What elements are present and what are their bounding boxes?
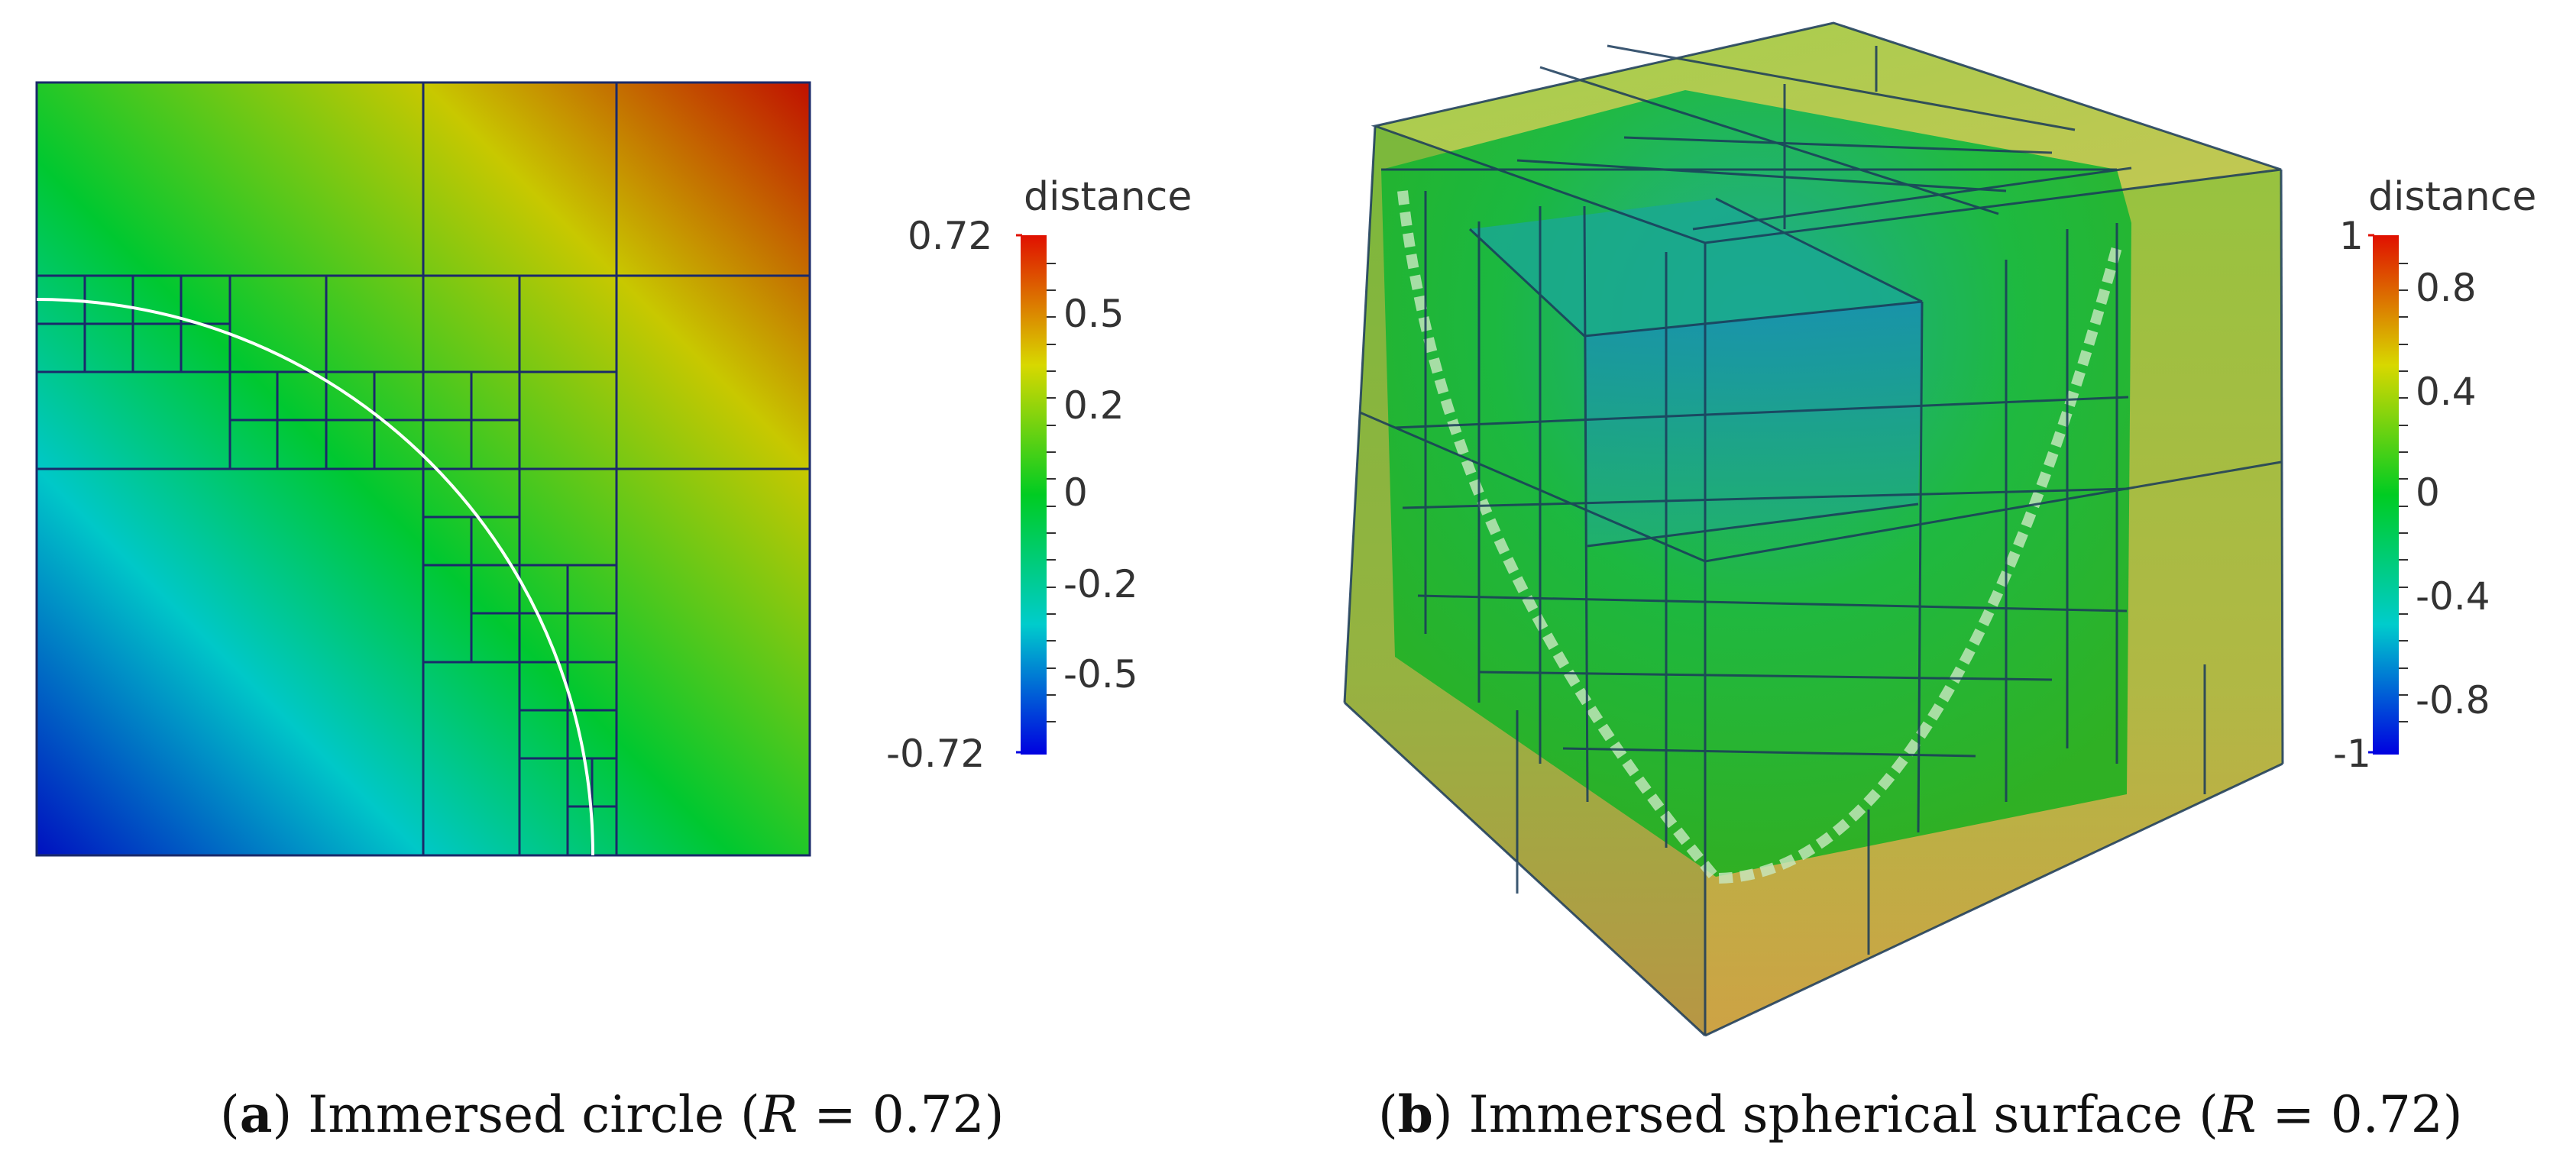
caption-text: = 0.72) bbox=[798, 1085, 1005, 1144]
colorbar-tick: -0.4 bbox=[2416, 574, 2490, 619]
inner-top-block bbox=[1470, 199, 1922, 336]
colorbar-min-label: -1 bbox=[2333, 732, 2371, 776]
caption-text: Immersed circle ( bbox=[292, 1085, 760, 1144]
colorbar-tick: 0.4 bbox=[2416, 370, 2477, 414]
quadtree-plot bbox=[35, 81, 811, 857]
colorbar-tick: -0.5 bbox=[1063, 652, 1138, 697]
octree-cube-render bbox=[1343, 21, 2284, 1037]
colorbar-gradient bbox=[1016, 234, 1056, 755]
colorbar-max-label: 1 bbox=[2339, 214, 2364, 258]
colorbar-tick: 0.5 bbox=[1063, 292, 1125, 336]
colorbar-max-label: 0.72 bbox=[908, 214, 993, 258]
panel-b: distance bbox=[1288, 0, 2576, 1170]
colorbar-tick: -0.2 bbox=[1063, 562, 1138, 606]
colorbar-tick: 0.2 bbox=[1063, 383, 1125, 428]
caption-variable: R bbox=[759, 1085, 798, 1144]
caption-variable: R bbox=[2218, 1085, 2257, 1144]
inner-center-block bbox=[1584, 302, 1922, 546]
caption-b: (b) Immersed spherical surface (R = 0.72… bbox=[1378, 1084, 2463, 1144]
colorbar-title: distance bbox=[2368, 174, 2537, 220]
colorbar-title: distance bbox=[1024, 174, 1193, 220]
immersed-circle-curve bbox=[36, 298, 594, 856]
panel-a: distance bbox=[35, 81, 1193, 1144]
colorbar-min-label: -0.72 bbox=[886, 732, 985, 776]
caption-text: Immersed spherical surface ( bbox=[1452, 1085, 2218, 1144]
colorbar-tick: 0 bbox=[1063, 470, 1088, 515]
caption-letter: a bbox=[239, 1084, 273, 1144]
caption-letter: b bbox=[1397, 1084, 1433, 1144]
caption-a: (a) Immersed circle (R = 0.72) bbox=[220, 1084, 1005, 1144]
colorbar-tick: 0.8 bbox=[2416, 266, 2477, 310]
octree-grid bbox=[1343, 21, 2284, 1037]
colorbar-gradient bbox=[2368, 234, 2408, 755]
caption-text: = 0.72) bbox=[2256, 1085, 2463, 1144]
sphere-surface-trace bbox=[1397, 190, 2123, 884]
colorbar-tick: -0.8 bbox=[2416, 678, 2490, 722]
colorbar-tick: 0 bbox=[2416, 470, 2440, 515]
